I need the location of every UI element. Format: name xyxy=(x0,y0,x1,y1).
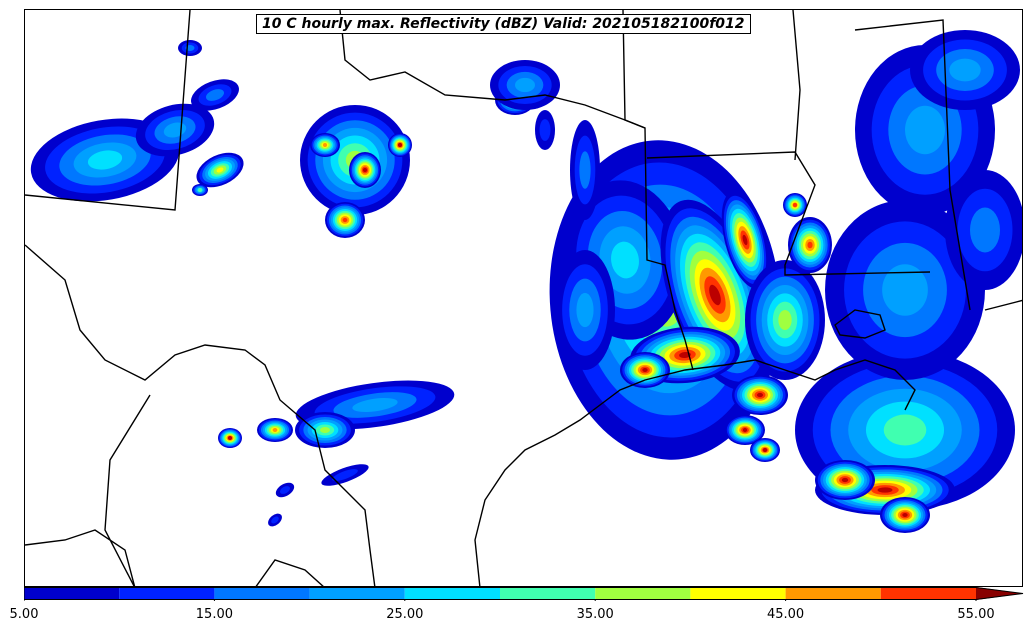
storm-cell-contour xyxy=(778,310,792,330)
state-boundary xyxy=(255,559,324,586)
colorbar-segment xyxy=(214,587,310,600)
storm-cell-contour xyxy=(902,513,908,517)
state-boundary xyxy=(792,10,801,161)
storm-cell-contour xyxy=(970,207,1000,253)
coastline xyxy=(474,359,916,586)
storm-cell-contour xyxy=(882,264,928,316)
colorbar-segment xyxy=(309,587,405,600)
storm-cell-contour xyxy=(793,203,797,207)
state-boundary xyxy=(854,19,971,311)
storm-cell-contour xyxy=(611,241,639,279)
storm-cell-contour xyxy=(841,477,849,483)
colorbar-segment xyxy=(880,587,976,600)
storm-cell-contour xyxy=(323,143,327,147)
storm-cell-contour xyxy=(332,469,358,481)
storm-cell-contour xyxy=(905,105,945,155)
map-panel xyxy=(24,9,1023,587)
storm-cell-contour xyxy=(198,188,202,192)
storm-cell-contour xyxy=(949,58,981,82)
storm-cell-contour xyxy=(280,486,290,494)
storm-cell-contour xyxy=(206,89,224,101)
colorbar-segment xyxy=(119,587,215,600)
country-border xyxy=(25,244,376,586)
colorbar xyxy=(24,587,1024,601)
colorbar-tick-label: 55.00 xyxy=(957,607,995,622)
storm-cell-contour xyxy=(642,368,648,372)
colorbar-extend-arrow xyxy=(976,587,1023,600)
colorbar-segment xyxy=(24,587,120,600)
storm-cell-contour xyxy=(807,241,813,249)
storm-cell-contour xyxy=(352,398,398,412)
state-boundary xyxy=(339,10,646,129)
colorbar-segment xyxy=(595,587,691,600)
storm-cell-contour xyxy=(757,392,763,398)
state-boundary xyxy=(25,529,136,586)
colorbar-tick-label: 15.00 xyxy=(195,607,233,622)
storm-cell-contour xyxy=(742,428,748,432)
storm-cell-contour xyxy=(272,428,278,432)
map-title: 10 C hourly max. Reflectivity (dBZ) Vali… xyxy=(256,14,751,34)
state-boundary xyxy=(25,10,191,211)
storm-cell-contour xyxy=(342,217,348,223)
state-boundary xyxy=(984,299,1022,311)
storm-cell-contour xyxy=(539,119,551,141)
colorbar-tick-label: 45.00 xyxy=(766,607,805,622)
storm-cell-contour xyxy=(363,168,367,172)
colorbar-tick-label: 5.00 xyxy=(9,607,39,622)
colorbar-tick-label: 35.00 xyxy=(576,607,614,622)
storm-cell-contour xyxy=(763,448,767,452)
storm-cell-contour xyxy=(576,292,594,328)
storm-cell-contour xyxy=(709,284,721,306)
storm-cell-contour xyxy=(579,151,591,189)
reflectivity-map xyxy=(25,10,1022,586)
storm-cell-contour xyxy=(87,150,123,170)
colorbar-segment xyxy=(404,587,500,600)
colorbar-segment xyxy=(500,587,596,600)
storm-cell-contour xyxy=(877,487,893,493)
storm-cell-contour xyxy=(216,167,224,173)
state-boundary xyxy=(104,394,151,586)
lake-shoreline xyxy=(834,309,886,339)
storm-cell-contour xyxy=(320,427,330,433)
storm-cell-contour xyxy=(398,143,402,147)
colorbar-segment xyxy=(785,587,881,600)
storm-cell-contour xyxy=(515,77,535,93)
storm-cell-contour xyxy=(883,414,927,446)
colorbar-segment xyxy=(690,587,786,600)
colorbar-tick-label: 25.00 xyxy=(386,607,424,622)
storm-cell-contour xyxy=(271,516,279,524)
state-boundary xyxy=(622,10,694,371)
storm-cell-contour xyxy=(228,436,232,440)
colorbar-outline xyxy=(24,587,1024,600)
storm-cell-contour xyxy=(742,234,748,246)
